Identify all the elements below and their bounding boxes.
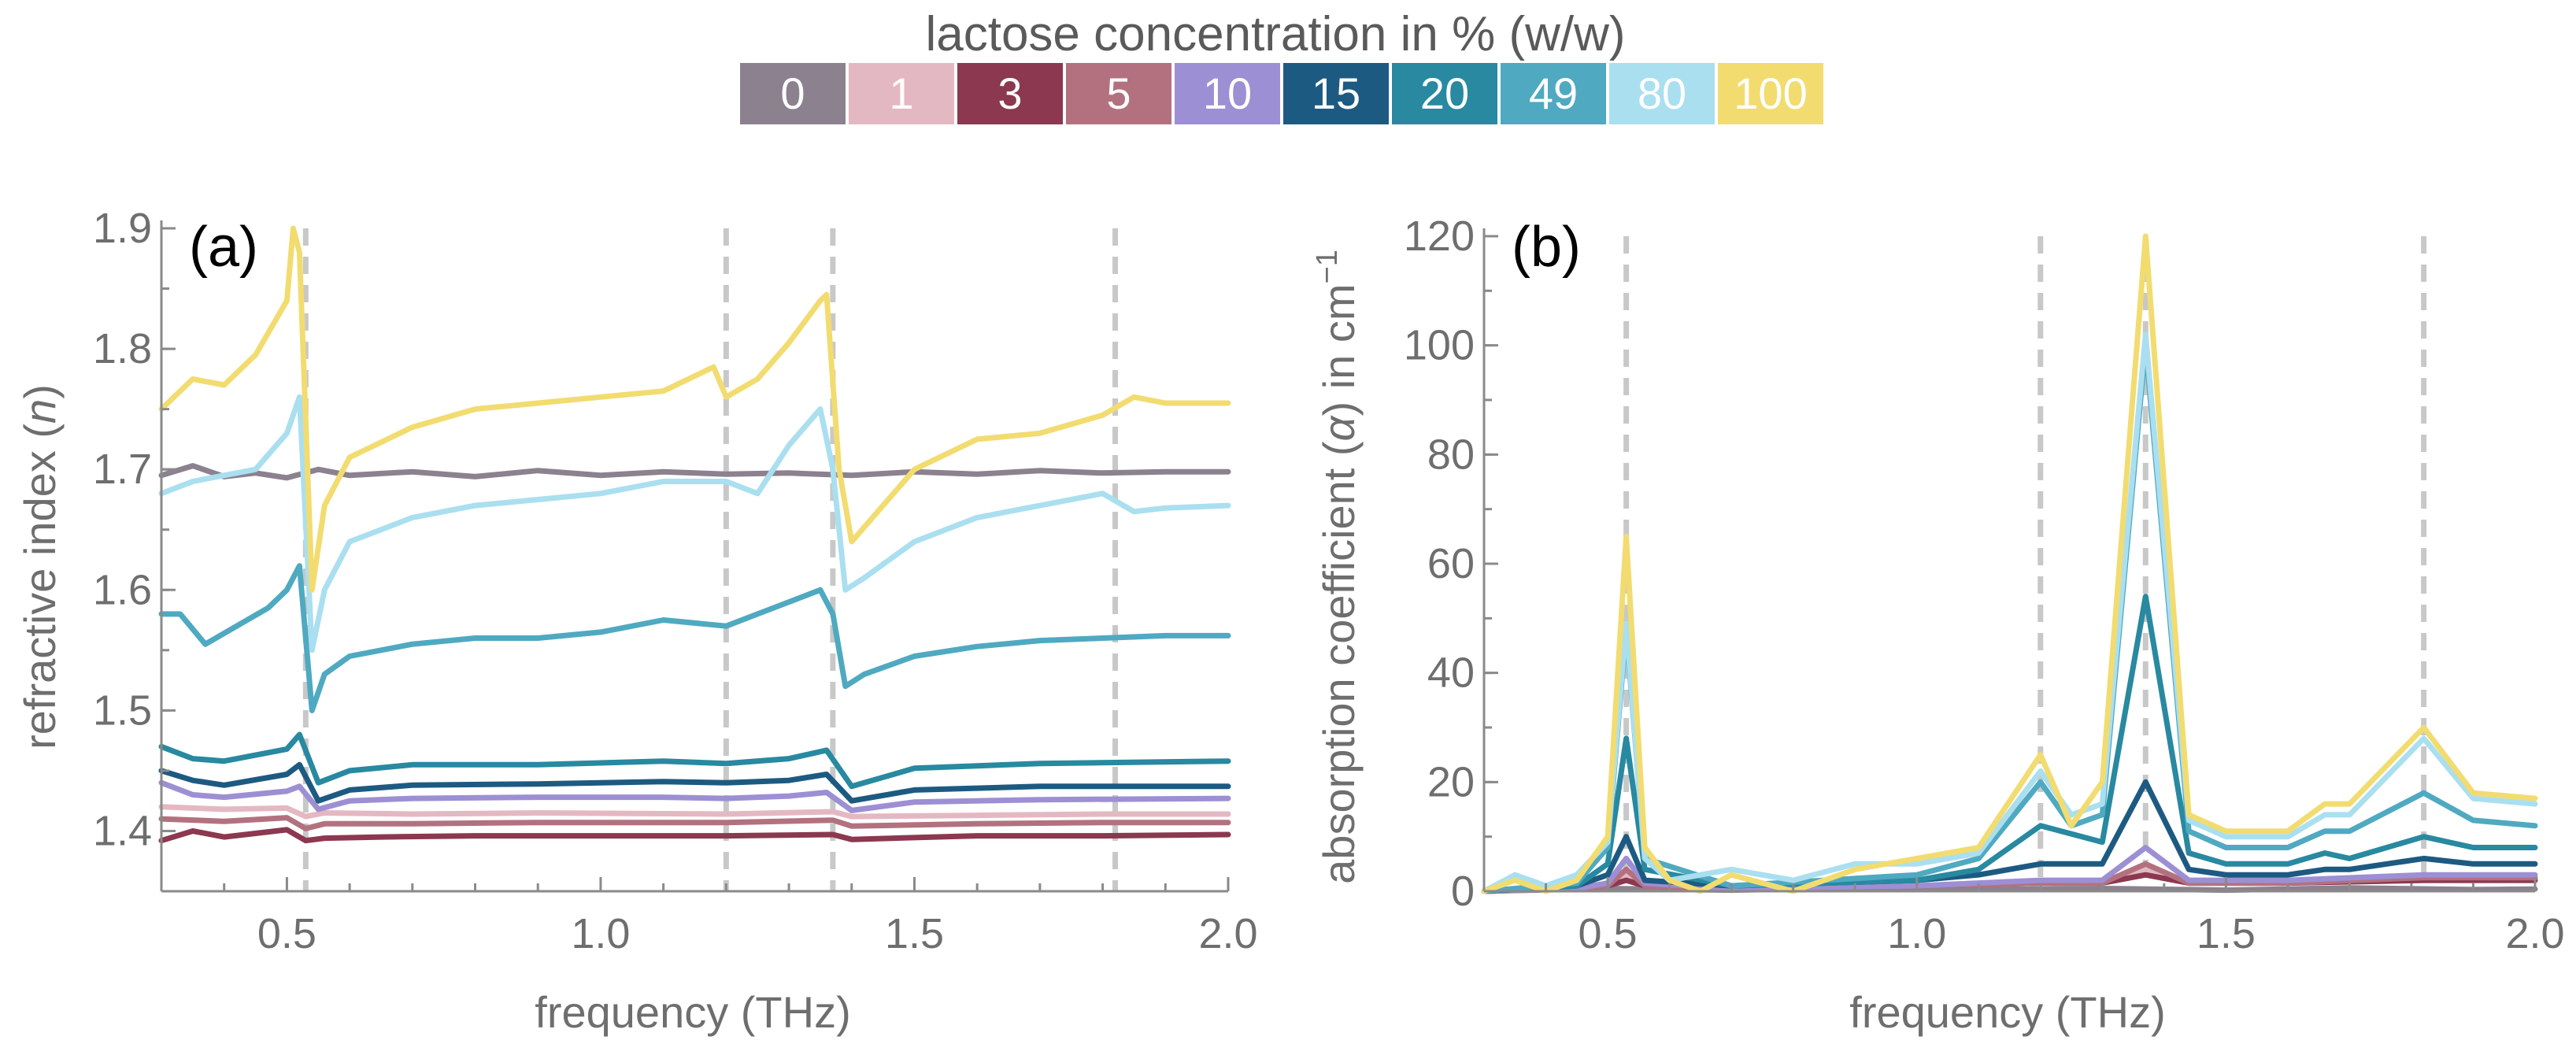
panel-b-xlabel: frequency (THz)	[1849, 987, 2165, 1037]
legend-swatch-15	[1283, 63, 1389, 124]
panel-b-label: (b)	[1512, 216, 1581, 279]
panel-a-y-tick-label: 1.9	[93, 205, 152, 252]
panel-b-ylabel-suffix: ) in cm	[1314, 283, 1364, 416]
panel-b-y-tick-label: 40	[1427, 650, 1475, 697]
panel-a-series-20	[158, 731, 1231, 790]
panel-b-x-tick-label: 1.0	[1887, 910, 1946, 957]
panel-a-series-15	[158, 761, 1231, 804]
legend-swatch-1	[849, 63, 954, 124]
panel-a-x-tick-label: 1.5	[885, 910, 944, 957]
panel-b-ylabel: absorption coefficient (α) in cm−1	[1311, 250, 1364, 884]
legend-swatch-3	[957, 63, 1063, 124]
legend-label-49: 49	[1529, 68, 1578, 118]
panel-b-ylabel-prefix: absorption coefficient (	[1314, 441, 1364, 884]
panel-b-y-tick-label: 120	[1404, 213, 1475, 260]
legend-title: lactose concentration in % (w/w)	[925, 7, 1625, 61]
legend-label-10: 10	[1203, 68, 1252, 118]
legend-label-15: 15	[1312, 68, 1360, 118]
panel-b-ylabel-symbol: α	[1314, 414, 1364, 441]
panel-a-y-tick-label: 1.4	[93, 807, 152, 854]
legend-swatch-10	[1175, 63, 1280, 124]
panel-a-series	[158, 225, 1231, 844]
panel-a-xlabel: frequency (THz)	[535, 987, 850, 1037]
legend-swatch-80	[1609, 63, 1715, 124]
panel-a-series-10	[158, 779, 1231, 813]
panel-a-x-tick-label: 0.5	[257, 910, 316, 957]
panel-a-series-80	[158, 394, 1231, 653]
panel-a-axes: 0.5 1.0 1.5 2.0 1.4 1.5 1.6 1.7 1.8 1.9	[93, 205, 1258, 957]
legend-swatch-20	[1392, 63, 1497, 124]
panel-a-refractive-index: 0.5 1.0 1.5 2.0 1.4 1.5 1.6 1.7 1.8 1.9 (a) frequ…	[15, 205, 1258, 1037]
legend-label-1: 1	[889, 68, 913, 118]
panel-b-x-tick-label: 1.5	[2197, 910, 2256, 957]
panel-a-y-tick-label: 1.6	[93, 566, 152, 613]
panel-b-series-20	[1481, 594, 2538, 894]
legend-label-20: 20	[1420, 68, 1469, 118]
panel-b-x-tick-label: 2.0	[2505, 910, 2564, 957]
legend-entries: 0 1 3 5 10 15 20 49 80 100	[740, 63, 1823, 124]
legend-label-0: 0	[780, 68, 805, 118]
panel-a-y-tick-label: 1.5	[93, 687, 152, 734]
panel-a-label: (a)	[189, 216, 258, 279]
panel-a-vlines	[302, 228, 1119, 891]
panel-b-y-tick-label: 60	[1427, 540, 1475, 587]
panel-a-ylabel-prefix: refractive index (	[15, 424, 65, 750]
panel-b-absorption: 0.5 1.0 1.5 2.0 0 20 40 60 80 100 120 (b) frequenc…	[1311, 213, 2565, 1037]
panel-a-x-tick-label: 1.0	[571, 910, 630, 957]
panel-b-axes: 0.5 1.0 1.5 2.0 0 20 40 60 80 100 120	[1404, 213, 2565, 957]
panel-b-series	[1481, 233, 2538, 894]
panel-a-series-100	[158, 225, 1231, 593]
panel-a-ylabel: refractive index (n)	[15, 384, 65, 750]
panel-b-ylabel-sup: −1	[1311, 250, 1344, 283]
legend-label-100: 100	[1734, 68, 1807, 118]
panel-b-y-tick-label: 80	[1427, 431, 1475, 478]
panel-a-y-tick-label: 1.8	[93, 325, 152, 372]
panel-a-series-3	[158, 827, 1231, 844]
panel-b-x-tick-label: 0.5	[1579, 910, 1638, 957]
panel-a-series-0	[158, 463, 1231, 481]
legend-swatch-0	[740, 63, 846, 124]
panel-a-series-5	[158, 815, 1231, 831]
panel-b-y-tick-label: 100	[1404, 322, 1475, 369]
panel-b-series-10	[1481, 845, 2538, 894]
panel-a-ylabel-symbol: n	[15, 399, 65, 424]
legend: lactose concentration in % (w/w) 0 1 3 5 10 1…	[740, 7, 1823, 124]
panel-a-series-49	[158, 563, 1231, 713]
panel-b-series-15	[1481, 779, 2538, 894]
panel-a-series-1	[158, 804, 1231, 820]
panel-b-series-80	[1481, 331, 2538, 894]
legend-label-80: 80	[1638, 68, 1686, 118]
panel-a-y-tick-label: 1.7	[93, 446, 152, 493]
legend-swatch-5	[1066, 63, 1171, 124]
panel-b-y-tick-label: 20	[1427, 758, 1475, 805]
legend-swatch-100	[1718, 63, 1823, 124]
panel-a-ylabel-suffix: )	[15, 384, 65, 399]
legend-label-3: 3	[997, 68, 1022, 118]
legend-swatch-49	[1501, 63, 1606, 124]
panel-b-series-100	[1481, 233, 2538, 894]
panel-b-y-tick-label: 0	[1451, 868, 1475, 915]
legend-label-5: 5	[1106, 68, 1131, 118]
panel-a-x-tick-label: 2.0	[1198, 910, 1257, 957]
